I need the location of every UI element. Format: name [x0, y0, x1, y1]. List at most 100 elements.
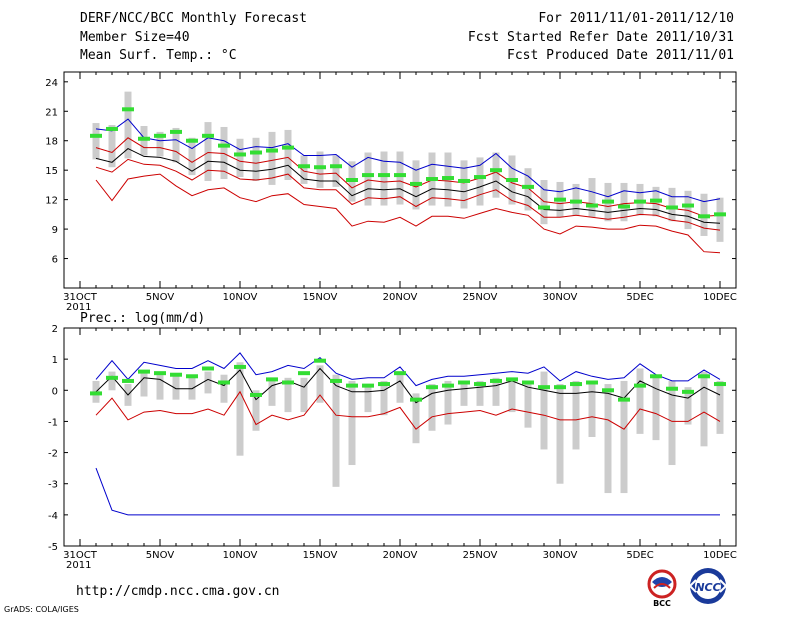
temp-xtick-label: 31OCT [63, 292, 98, 303]
temp-spread-box [108, 125, 116, 168]
prec-obs-mark [154, 371, 166, 376]
prec-obs-mark [474, 382, 486, 387]
prec-xtick-label: 25NOV [463, 550, 498, 561]
prec-obs-mark [714, 382, 726, 387]
temp-spread-box [588, 178, 596, 218]
temp-obs-mark [202, 133, 214, 138]
temp-spread-box [316, 151, 324, 188]
source-url[interactable]: http://cmdp.ncc.cma.gov.cn [76, 584, 280, 599]
prec-obs-mark [490, 378, 502, 383]
temp-spread-box [380, 151, 388, 206]
temp-spread-box [172, 127, 180, 163]
temp-spread-box [204, 122, 212, 181]
temp-ens_low-line [95, 158, 721, 231]
prec-min-line [95, 467, 720, 516]
prec-upper-line [95, 352, 721, 387]
temp-ytick-label: 9 [52, 225, 58, 236]
prec-obs-mark [634, 383, 646, 388]
temp-spread-box [332, 155, 340, 187]
prec-xtick-label: 15NOV [303, 550, 338, 561]
prec-ytick-label: -4 [48, 511, 58, 522]
prec-spread-box [684, 387, 692, 425]
prec-spread-box [108, 371, 116, 391]
prec-obs-mark [106, 375, 118, 380]
prec-obs-mark [666, 386, 678, 391]
temp-obs-mark [250, 150, 262, 155]
temp-obs-mark [474, 175, 486, 180]
prec-obs-mark [650, 374, 662, 379]
forecast-started-date: Fcst Started Refer Date 2011/10/31 [467, 30, 734, 45]
temp-obs-mark [506, 178, 518, 182]
prec-obs-mark [554, 385, 566, 390]
prec-ytick-label: -1 [48, 417, 58, 428]
temp-spread-box [156, 131, 164, 157]
prec-obs-mark [186, 374, 198, 379]
temp-lower-line [95, 173, 721, 254]
prec-ytick-label: 2 [52, 324, 58, 335]
temp-spread-box [188, 137, 196, 176]
prec-obs-mark [570, 382, 582, 387]
prec-spread-box [540, 371, 548, 450]
prec-obs-mark [90, 391, 102, 396]
temp-xtick-label: 10NOV [223, 292, 258, 303]
prec-obs-mark [346, 383, 358, 388]
prec-spread-box [476, 380, 484, 406]
temp-xtick-label: 25NOV [463, 292, 498, 303]
temp-obs-mark [394, 173, 406, 178]
temp-obs-mark [90, 133, 102, 138]
temp-obs-mark [714, 212, 726, 217]
temp-spread-box [92, 123, 100, 160]
prec-spread-box [172, 374, 180, 400]
prec-obs-mark [298, 371, 310, 376]
prec-spread-box [236, 362, 244, 456]
temp-spread-box [476, 157, 484, 206]
temp-ens_high-line [95, 137, 721, 217]
temp-xtick-label: 5DEC [626, 292, 653, 303]
prec-year-label: 2011 [66, 560, 91, 571]
temp-obs-mark [106, 126, 118, 131]
temp-ytick-label: 12 [45, 196, 58, 207]
temp-obs-mark [666, 205, 678, 210]
prec-spread-box [652, 374, 660, 441]
chart-title: DERF/NCC/BCC Monthly Forecast [80, 11, 307, 26]
forecast-produced-date: Fcst Produced Date 2011/11/01 [507, 48, 734, 63]
temp-obs-mark [586, 203, 598, 208]
prec-spread-box [556, 384, 564, 484]
temp-obs-mark [330, 164, 342, 169]
prec-obs-mark [138, 369, 150, 374]
prec-obs-mark [234, 364, 246, 369]
prec-mean-line [95, 367, 721, 404]
prec-spread-box [604, 384, 612, 494]
prec-obs-mark [618, 397, 630, 402]
temp-obs-mark [682, 203, 694, 208]
prec-spread-box [492, 377, 500, 406]
prec-obs-mark [282, 380, 294, 385]
temp-obs-mark [634, 199, 646, 204]
prec-xtick-label: 5NOV [146, 550, 175, 561]
temp-xtick-label: 15NOV [303, 292, 338, 303]
prec-obs-mark [218, 380, 230, 385]
prec-obs-mark [202, 366, 214, 371]
prec-spread-box [284, 377, 292, 413]
temp-obs-mark [314, 165, 326, 170]
temp-spread-box [716, 197, 724, 242]
temp-obs-mark [122, 107, 134, 112]
temp-spread-box [364, 152, 372, 206]
prec-obs-mark [330, 378, 342, 383]
prec-obs-mark [442, 383, 454, 388]
temp-spread-box [668, 187, 676, 222]
temp-obs-mark [618, 204, 630, 209]
temp-upper-line [95, 118, 721, 203]
prec-spread-box [508, 377, 516, 413]
temp-obs-mark [234, 152, 246, 157]
variable-label: Mean Surf. Temp.: °C [80, 48, 237, 63]
prec-spread-box [140, 371, 148, 397]
temp-obs-mark [282, 145, 294, 150]
prec-xtick-label: 30NOV [543, 550, 578, 561]
temp-obs-mark [650, 198, 662, 203]
temp-obs-mark [554, 197, 566, 202]
temp-obs-mark [298, 164, 310, 169]
temp-obs-mark [602, 199, 614, 204]
